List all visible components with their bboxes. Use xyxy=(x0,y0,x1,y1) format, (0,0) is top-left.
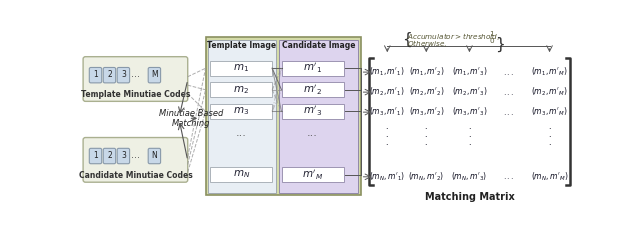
Text: $m'_M$: $m'_M$ xyxy=(302,167,323,182)
Text: $m'_3$: $m'_3$ xyxy=(303,104,322,118)
FancyBboxPatch shape xyxy=(90,67,102,83)
Text: $m'_1$: $m'_1$ xyxy=(303,61,322,75)
Text: $(m_3,m'_3)$: $(m_3,m'_3)$ xyxy=(452,106,487,118)
Text: 3: 3 xyxy=(121,151,126,160)
Text: $\cdot$: $\cdot$ xyxy=(385,138,389,147)
Text: 1: 1 xyxy=(93,70,98,79)
Bar xyxy=(282,61,344,76)
Text: ...: ... xyxy=(236,128,246,138)
Text: 2: 2 xyxy=(107,70,112,79)
Text: N: N xyxy=(152,151,157,160)
Bar xyxy=(205,37,360,195)
Text: 2: 2 xyxy=(107,151,112,160)
Text: Minutiae Based
Matching: Minutiae Based Matching xyxy=(159,109,223,128)
Text: $(m_2,m'_1)$: $(m_2,m'_1)$ xyxy=(369,86,405,98)
Text: $(m_1,m'_M)$: $(m_1,m'_M)$ xyxy=(531,66,568,78)
Bar xyxy=(282,82,344,98)
Text: $\cdot$: $\cdot$ xyxy=(424,122,428,131)
Bar xyxy=(282,104,344,119)
Text: Template Minutiae Codes: Template Minutiae Codes xyxy=(81,90,190,99)
Text: Candidate Image: Candidate Image xyxy=(282,41,355,51)
Text: $\cdot$: $\cdot$ xyxy=(548,138,551,147)
Text: $(m_N,m'_M)$: $(m_N,m'_M)$ xyxy=(531,171,568,183)
Text: $\cdot$: $\cdot$ xyxy=(548,130,551,139)
Text: $\}$: $\}$ xyxy=(495,35,505,54)
Text: $(m_2,m'_M)$: $(m_2,m'_M)$ xyxy=(531,86,568,98)
FancyBboxPatch shape xyxy=(83,137,188,182)
Text: $(m_N,m'_2)$: $(m_N,m'_2)$ xyxy=(408,171,444,183)
Text: $\{$: $\{$ xyxy=(402,31,412,49)
FancyBboxPatch shape xyxy=(83,57,188,101)
Text: $(m_N,m'_1)$: $(m_N,m'_1)$ xyxy=(369,171,405,183)
Text: ...: ... xyxy=(131,150,140,160)
Text: $\mathit{Otherwise,}$: $\mathit{Otherwise,}$ xyxy=(407,38,447,49)
Text: 1: 1 xyxy=(93,151,98,160)
Text: $m_N$: $m_N$ xyxy=(232,168,250,180)
Text: $\cdot$: $\cdot$ xyxy=(424,138,428,147)
Text: $\cdot$: $\cdot$ xyxy=(548,122,551,131)
Bar xyxy=(210,82,272,98)
Text: $...$: $...$ xyxy=(503,88,514,97)
Text: $\cdot$: $\cdot$ xyxy=(385,130,389,139)
Text: 1: 1 xyxy=(489,31,494,37)
Text: ...: ... xyxy=(131,69,140,79)
Text: $m_3$: $m_3$ xyxy=(233,106,250,117)
Bar xyxy=(208,40,276,193)
Text: $m_2$: $m_2$ xyxy=(233,84,249,96)
Text: $(m_3,m'_1)$: $(m_3,m'_1)$ xyxy=(369,106,405,118)
Text: M: M xyxy=(151,70,157,79)
Text: $(m_1,m'_2)$: $(m_1,m'_2)$ xyxy=(408,66,444,78)
Text: $\cdot$: $\cdot$ xyxy=(424,130,428,139)
Text: $\cdot$: $\cdot$ xyxy=(385,122,389,131)
FancyBboxPatch shape xyxy=(148,148,161,164)
Text: $...$: $...$ xyxy=(503,172,514,181)
Text: $...$: $...$ xyxy=(503,68,514,77)
Text: Candidate Minutiae Codes: Candidate Minutiae Codes xyxy=(79,171,192,180)
Bar xyxy=(279,40,358,193)
Text: Template Image: Template Image xyxy=(207,41,276,51)
Text: $(m_1,m'_3)$: $(m_1,m'_3)$ xyxy=(452,66,487,78)
FancyBboxPatch shape xyxy=(103,67,116,83)
Text: $(m_N,m'_3)$: $(m_N,m'_3)$ xyxy=(451,171,488,183)
Bar xyxy=(210,167,272,182)
Bar xyxy=(210,61,272,76)
FancyBboxPatch shape xyxy=(148,67,161,83)
Text: $\mathit{Accumulator > threshold,}$: $\mathit{Accumulator > threshold,}$ xyxy=(407,31,500,42)
Text: $(m_2,m'_2)$: $(m_2,m'_2)$ xyxy=(408,86,444,98)
Text: $m_1$: $m_1$ xyxy=(233,62,249,74)
Text: $\cdot$: $\cdot$ xyxy=(468,138,471,147)
Text: 0: 0 xyxy=(489,38,494,44)
FancyBboxPatch shape xyxy=(90,148,102,164)
Text: $...$: $...$ xyxy=(503,108,514,117)
FancyBboxPatch shape xyxy=(117,148,129,164)
Text: Matching Matrix: Matching Matrix xyxy=(424,192,515,202)
Text: $\cdot$: $\cdot$ xyxy=(468,130,471,139)
FancyBboxPatch shape xyxy=(117,67,129,83)
Bar xyxy=(210,104,272,119)
Text: $(m_2,m'_3)$: $(m_2,m'_3)$ xyxy=(452,86,487,98)
Text: ...: ... xyxy=(307,128,318,138)
Text: $(m_3,m'_2)$: $(m_3,m'_2)$ xyxy=(408,106,444,118)
Bar xyxy=(282,167,344,182)
Text: $(m_3,m'_M)$: $(m_3,m'_M)$ xyxy=(531,106,568,118)
Text: $\cdot$: $\cdot$ xyxy=(468,122,471,131)
Text: $(m_1,m'_1)$: $(m_1,m'_1)$ xyxy=(369,66,405,78)
Text: $m'_2$: $m'_2$ xyxy=(303,83,322,97)
Text: 3: 3 xyxy=(121,70,126,79)
FancyBboxPatch shape xyxy=(103,148,116,164)
